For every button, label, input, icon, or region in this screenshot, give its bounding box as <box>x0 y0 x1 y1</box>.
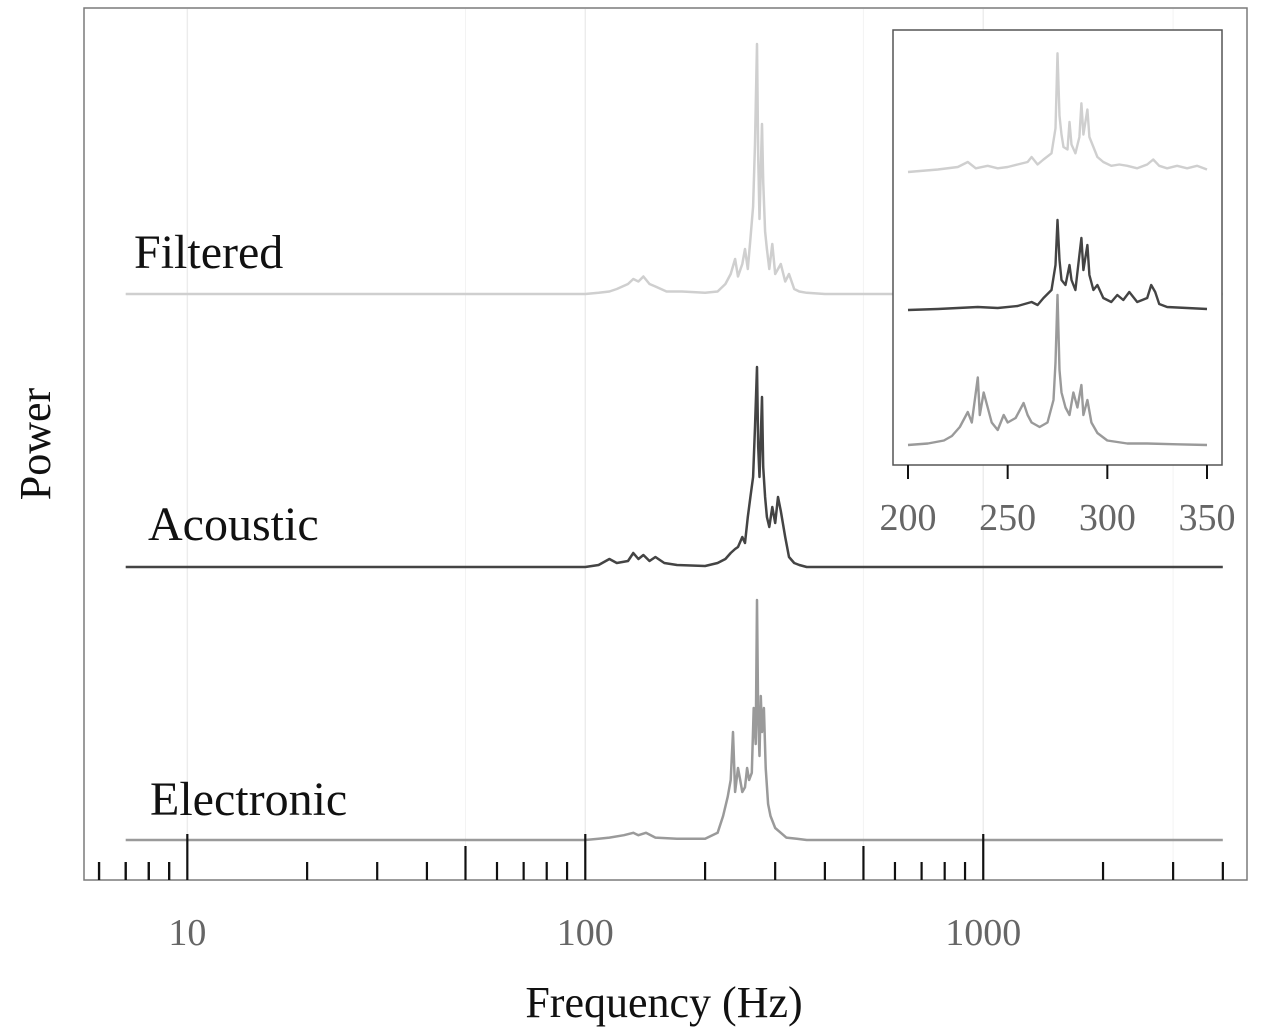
x-tick-label: 1000 <box>945 912 1021 954</box>
series-label-acoustic: Acoustic <box>148 498 319 551</box>
x-tick-label: 10 <box>168 912 206 954</box>
inset-x-tick-label: 300 <box>1079 497 1136 539</box>
main-series-group <box>125 42 1223 842</box>
inset-series-line-filtered <box>907 52 1208 174</box>
series-line-acoustic <box>125 365 1223 569</box>
x-tick-label: 100 <box>557 912 614 954</box>
inset-series-line-electronic <box>907 293 1208 447</box>
inset-x-ticks <box>907 465 1208 479</box>
inset-series-line-acoustic <box>907 218 1208 312</box>
main-x-tick-labels: 10 100 1000 <box>168 912 1021 954</box>
series-labels: Filtered Acoustic Electronic <box>134 226 347 826</box>
inset-series-group <box>907 52 1208 447</box>
inset-chart: 200 250 300 350 <box>880 29 1236 539</box>
x-axis-label: Frequency (Hz) <box>525 978 802 1027</box>
series-label-filtered: Filtered <box>134 226 283 279</box>
inset-frame <box>892 29 1223 466</box>
main-plot-frame <box>83 7 1248 881</box>
inset-x-tick-label: 200 <box>880 497 937 539</box>
inset-x-tick-label: 350 <box>1179 497 1236 539</box>
series-line-electronic <box>125 598 1223 842</box>
inset-x-tick-labels: 200 250 300 350 <box>880 497 1236 539</box>
inset-x-tick-label: 250 <box>979 497 1036 539</box>
y-axis-label: Power <box>11 387 60 500</box>
series-line-filtered <box>125 42 1223 296</box>
main-x-ticks <box>97 834 1224 880</box>
series-label-electronic: Electronic <box>150 773 347 826</box>
